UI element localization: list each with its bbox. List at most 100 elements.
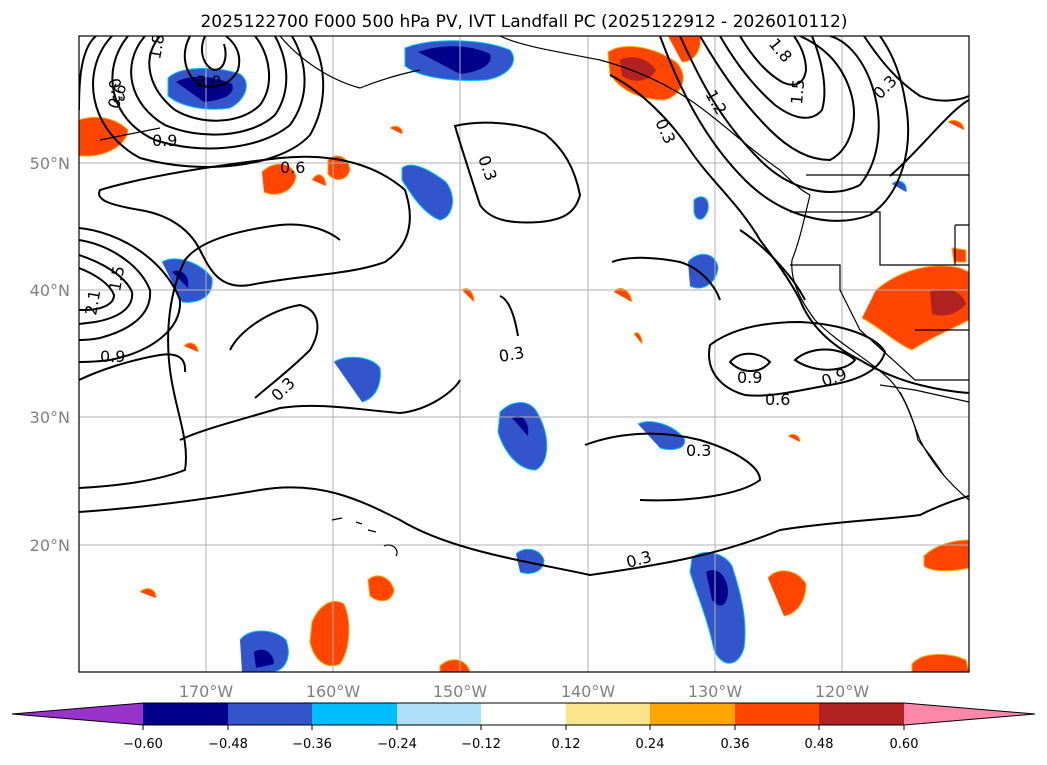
border-states-1 (790, 211, 969, 266)
neg-blob-19n-145w (515, 548, 545, 574)
contour-label: 0.6 (765, 390, 790, 409)
contour-0-9-east-b (793, 348, 857, 371)
colorbar-tick-label: 0.36 (721, 737, 750, 752)
contour-west-3 (79, 267, 116, 311)
border-states-3 (915, 224, 969, 331)
colorbar-segment (312, 703, 397, 725)
colorbar-segment (650, 703, 735, 725)
neg-blob-17n-130w-core (706, 570, 728, 606)
neg-blob-34n-157w (333, 356, 381, 403)
colorbar-tick-label: −0.24 (377, 737, 417, 752)
colorbar-ticks (142, 725, 905, 730)
contour-pnw-1 (699, 36, 855, 162)
colorbar-tick-label: 0.48 (805, 737, 834, 752)
contour-label: 0.9 (152, 131, 177, 150)
contour-aleutian-1 (148, 36, 271, 122)
pos-blob-49n-164w (261, 163, 297, 195)
contour-label: 0.9 (100, 347, 125, 366)
colorbar-tick-label: 0.12 (552, 737, 581, 752)
colorbar-tick-label: −0.36 (292, 737, 332, 752)
lat-label-20n: 20°N (30, 536, 70, 555)
pos-blob-small-2 (183, 342, 199, 353)
coast-baja (899, 391, 945, 477)
pos-blob-small-8 (951, 247, 967, 263)
contour-west-4 (79, 227, 182, 363)
colorbar-tick-label: 0.24 (636, 737, 665, 752)
contour-pnw-4 (719, 36, 826, 119)
contour-aleutian-4 (92, 36, 325, 168)
contour-aleutian-7 (201, 36, 227, 72)
contour-pnw-5 (739, 36, 808, 86)
lon-label-120w: 120°W (815, 682, 870, 701)
colorbar-segment (735, 703, 819, 725)
contour-0-3-central (179, 379, 461, 441)
contour-0-3-loop-ne (611, 256, 721, 301)
lat-label-40n: 40°N (30, 281, 70, 300)
coast-alaska (279, 36, 811, 196)
pos-blob-16n-128w (767, 570, 807, 617)
colorbar-segment (819, 703, 904, 725)
neg-blob-29n-145w (497, 402, 548, 471)
colorbar: −0.60 −0.48 −0.36 −0.24 −0.12 0.12 0.24 … (11, 702, 1036, 752)
lon-labels: 170°W 160°W 150°W 140°W 130°W 120°W (179, 682, 870, 701)
contour-label: 0.6 (280, 158, 305, 177)
colorbar-segment (481, 703, 566, 725)
lon-label-150w: 150°W (433, 682, 488, 701)
pos-blob-17n-157w (367, 575, 395, 602)
contour-0-3-main (79, 486, 969, 577)
pos-blob-10n-150w (439, 659, 471, 672)
shading-layer (79, 36, 969, 672)
colorbar-segment (228, 703, 312, 725)
border-states-2 (790, 264, 969, 381)
lon-label-130w: 130°W (688, 682, 743, 701)
pos-blob-small-5 (947, 119, 965, 131)
pos-blob-small-3 (461, 288, 475, 303)
neg-blob-41n-131w (687, 253, 719, 289)
contour-west-1 (79, 239, 152, 341)
neg-blob-48n-150w (401, 164, 454, 221)
pos-blob-small-7 (389, 125, 403, 135)
contour-pnw-3 (659, 36, 909, 222)
lat-labels: 50°N 40°N 30°N 20°N (30, 154, 70, 555)
contour-0-3-upper (79, 223, 341, 489)
contour-label: 0.3 (686, 441, 711, 460)
contour-0-9-east-a (728, 352, 772, 372)
coast-na-west (791, 194, 969, 501)
lon-label-140w: 140°W (561, 682, 616, 701)
lon-label-170w: 170°W (179, 682, 234, 701)
neg-blob-29n-145w-core (512, 416, 529, 436)
colorbar-segment (566, 703, 650, 725)
coast-aleutians (99, 127, 161, 141)
contour-0-3-east-mid (739, 229, 806, 301)
contour-0-9-west (79, 353, 187, 381)
contour-0-3-loop-east (584, 432, 762, 502)
contour-pnw-2 (679, 36, 880, 193)
contour-aleutian-2 (130, 36, 288, 136)
colorbar-extend-min (12, 703, 143, 725)
contour-label: 1.5 (787, 78, 808, 105)
neg-blob-47n-131w (693, 196, 709, 220)
contour-aleutian-6 (183, 36, 241, 88)
neg-blob-12n-166w-core (254, 649, 274, 668)
colorbar-tick-label: −0.12 (461, 737, 501, 752)
pos-blob-north-california-core (930, 289, 966, 316)
pos-blob-small-1 (139, 588, 157, 599)
pos-blob-small-6 (787, 433, 801, 443)
contour-label: 0.9 (737, 368, 762, 387)
pos-blob-20n-113w (923, 539, 969, 572)
neg-blob-gulf-core (418, 46, 491, 74)
contour-0-3-north-mid (453, 121, 582, 224)
lon-label-160w: 160°W (306, 682, 361, 701)
pos-blob-bc-coast-core (620, 57, 656, 81)
pos-blob-12n-160w (309, 600, 350, 667)
lat-label-50n: 50°N (30, 154, 70, 173)
contour-label: 3.0 (196, 72, 221, 91)
contour-0-3-ne (609, 74, 969, 394)
colorbar-tick-label: −0.48 (208, 737, 248, 752)
neg-blob-40n-172w-core (172, 270, 189, 288)
colorbar-tick-label: 0.60 (890, 737, 919, 752)
contour-aleutian-3 (111, 36, 306, 150)
colorbar-segment (397, 703, 481, 725)
pos-blob-north-california (861, 265, 969, 351)
